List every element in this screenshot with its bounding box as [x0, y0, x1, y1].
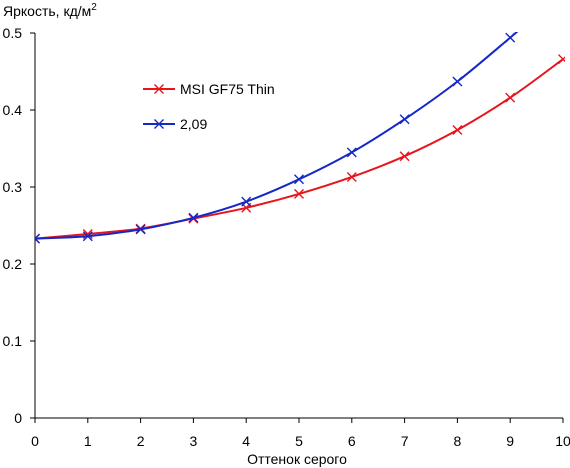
axes	[34, 33, 563, 419]
legend-label-gamma: 2,09	[180, 116, 207, 132]
data-point	[452, 125, 463, 136]
x-tick-label: 0	[31, 433, 39, 449]
x-tick-label: 9	[506, 433, 514, 449]
legend-entry-msi: MSI GF75 Thin	[143, 81, 275, 97]
series-msi	[35, 54, 565, 244]
x-tick-label: 6	[348, 433, 356, 449]
x-tick-label: 5	[295, 433, 303, 449]
data-point	[399, 114, 410, 125]
data-point	[399, 151, 410, 162]
y-tick-label: 0.4	[3, 102, 23, 118]
x-axis-title: Оттенок серого	[247, 451, 347, 467]
data-point	[82, 231, 93, 242]
legend: MSI GF75 Thin 2,09	[143, 81, 275, 132]
data-point	[452, 76, 463, 87]
x-ticks: 0 1 2 3 4 5 6 7 8 9 10	[31, 418, 570, 449]
data-point	[135, 224, 146, 235]
data-point	[294, 188, 304, 199]
y-tick-label: 0.2	[3, 256, 23, 272]
data-point	[241, 196, 252, 207]
x-tick-label: 8	[454, 433, 462, 449]
y-tick-label: 0	[14, 410, 22, 426]
data-point	[346, 147, 357, 158]
x-tick-label: 3	[190, 433, 198, 449]
data-point	[35, 233, 40, 244]
series-line-msi	[35, 58, 564, 240]
data-point	[558, 54, 565, 65]
x-tick-label: 2	[137, 433, 145, 449]
legend-x-marker	[154, 84, 164, 94]
legend-x-marker	[154, 119, 164, 129]
y-tick-label: 0.5	[3, 25, 23, 41]
series-layer	[35, 32, 565, 244]
x-tick-label: 7	[401, 433, 409, 449]
data-point	[505, 32, 516, 43]
y-tick-label: 0.1	[3, 333, 23, 349]
legend-label-msi: MSI GF75 Thin	[180, 81, 275, 97]
y-ticks: 0 0.1 0.2 0.3 0.4 0.5	[3, 25, 35, 426]
data-point	[188, 212, 199, 223]
series-line-gamma	[35, 32, 519, 240]
legend-marker-gamma	[154, 119, 164, 129]
y-tick-label: 0.3	[3, 179, 23, 195]
y-axis-title: Яркость, кд/м2	[3, 2, 97, 19]
data-point	[346, 171, 357, 182]
x-tick-label: 4	[242, 433, 250, 449]
legend-entry-gamma: 2,09	[143, 116, 207, 132]
x-tick-label: 10	[555, 433, 570, 449]
series-gamma	[35, 32, 519, 244]
data-point	[294, 174, 304, 185]
legend-marker-msi	[154, 84, 164, 94]
data-point	[505, 92, 516, 103]
x-tick-label: 1	[84, 433, 92, 449]
